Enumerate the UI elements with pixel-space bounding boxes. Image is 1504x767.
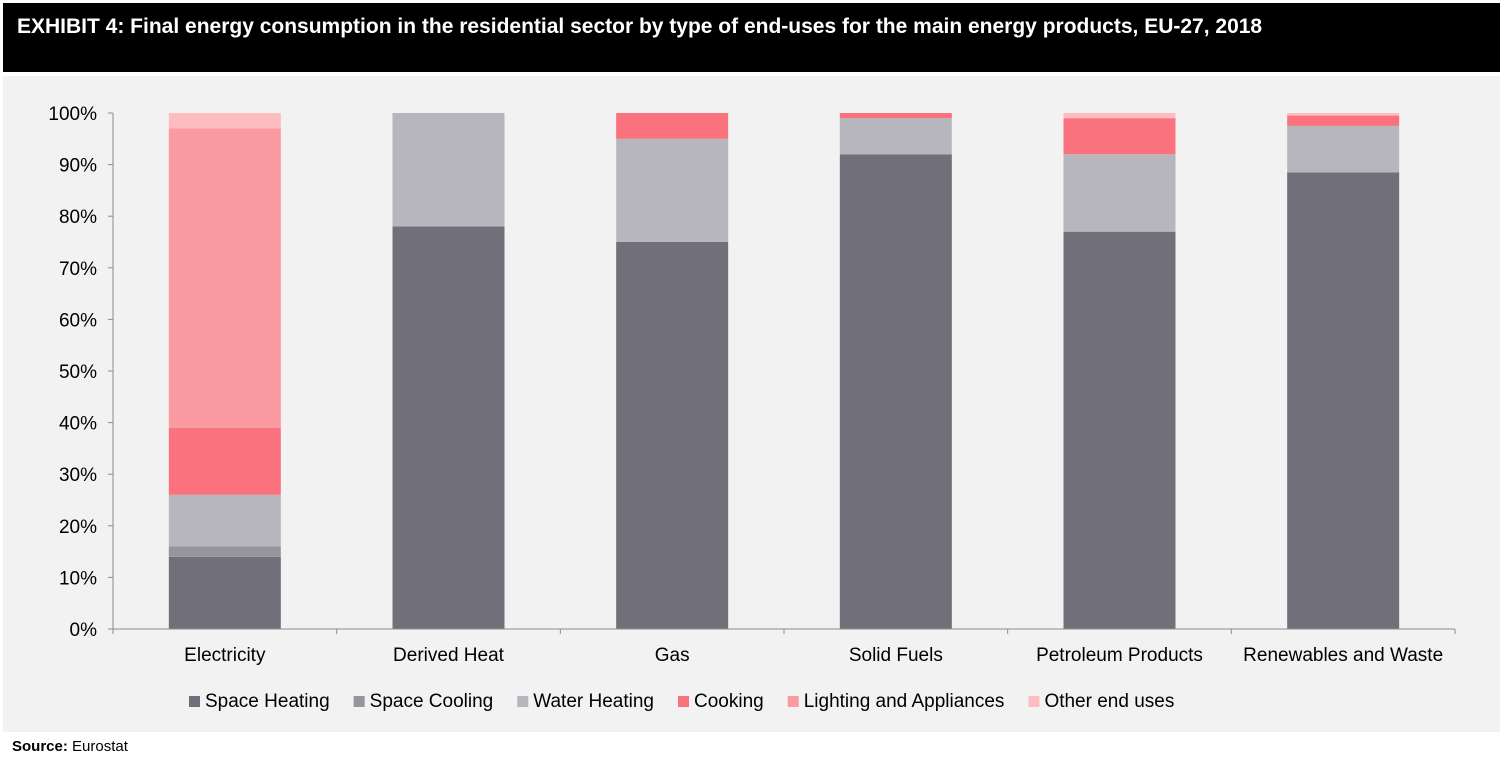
bar-segment-space-heating-renewables-and-waste	[1287, 172, 1400, 629]
legend-item-space-heating: Space Heating	[189, 691, 330, 712]
bar-segment-lighting-and-appliances-electricity	[168, 128, 281, 428]
bar-segment-space-heating-gas	[616, 242, 729, 629]
y-tick-label: 80%	[59, 207, 97, 228]
bar-segment-space-heating-electricity	[168, 556, 281, 629]
bar-segment-cooking-electricity	[168, 427, 281, 495]
bar-segment-water-heating-electricity	[168, 494, 281, 547]
legend-swatch	[353, 696, 365, 707]
bar-segment-space-heating-solid-fuels	[839, 154, 952, 629]
y-tick-label: 60%	[59, 310, 97, 331]
legend-swatch	[787, 696, 799, 707]
x-axis: Electricity Derived Heat Gas Solid Fuels Pet…	[112, 628, 1456, 666]
bar-segment-water-heating-gas	[616, 138, 729, 242]
y-tick-label: 50%	[59, 362, 97, 383]
y-axis: 0% 10% 20% 30% 40% 50% 60% 70% 80% 90% 100%	[48, 104, 114, 641]
source-note: Source: Eurostat	[12, 738, 128, 755]
y-tick-label: 10%	[59, 568, 97, 589]
legend-label: Space Cooling	[370, 691, 494, 712]
bar-segment-water-heating-solid-fuels	[839, 118, 952, 155]
legend-item-water-heating: Water Heating	[517, 691, 654, 712]
legend-swatch	[189, 696, 200, 707]
x-category-label: Derived Heat	[393, 645, 505, 666]
legend: Space Heating Space Cooling Water Heating C…	[189, 691, 1174, 712]
y-tick-label: 40%	[59, 414, 97, 435]
x-category-label: Solid Fuels	[849, 645, 943, 666]
legend-label: Water Heating	[533, 691, 654, 712]
bar-segment-water-heating-derived-heat	[392, 113, 505, 227]
bars-group	[168, 113, 1400, 629]
y-tick-label: 100%	[48, 104, 97, 125]
legend-label: Other end uses	[1044, 691, 1174, 712]
legend-label: Lighting and Appliances	[804, 691, 1005, 712]
bar-segment-other-end-uses-petroleum-products	[1063, 113, 1176, 119]
legend-item-lighting-and-appliances: Lighting and Appliances	[787, 691, 1005, 712]
source-value: Eurostat	[72, 738, 128, 755]
bar-segment-water-heating-renewables-and-waste	[1287, 125, 1400, 173]
bar-segment-space-heating-derived-heat	[392, 226, 505, 629]
y-tick-label: 90%	[59, 156, 97, 177]
y-tick-label: 0%	[70, 620, 98, 641]
x-category-label: Renewables and Waste	[1243, 645, 1443, 666]
bar-segment-cooking-solid-fuels	[839, 113, 952, 119]
x-category-label: Gas	[655, 645, 690, 666]
y-tick-label: 30%	[59, 465, 97, 486]
bar-segment-space-heating-petroleum-products	[1063, 231, 1176, 629]
legend-swatch	[517, 696, 529, 707]
bar-segment-cooking-renewables-and-waste	[1287, 115, 1400, 126]
y-tick-label: 70%	[59, 259, 97, 280]
source-label: Source:	[12, 738, 68, 755]
bar-segment-cooking-gas	[616, 113, 729, 139]
y-tick-label: 20%	[59, 517, 97, 538]
legend-swatch	[678, 696, 689, 707]
legend-swatch	[1028, 696, 1040, 707]
stacked-bar-chart: 0% 10% 20% 30% 40% 50% 60% 70% 80% 90% 100% Electr…	[48, 104, 1456, 712]
legend-item-space-cooling: Space Cooling	[353, 691, 494, 712]
chart-area: 0% 10% 20% 30% 40% 50% 60% 70% 80% 90% 100% Electr…	[3, 76, 1500, 732]
bar-segment-water-heating-petroleum-products	[1063, 154, 1176, 232]
chart-title: EXHIBIT 4: Final energy consumption in t…	[3, 3, 1500, 72]
x-category-label: Petroleum Products	[1036, 645, 1203, 666]
bar-segment-space-cooling-electricity	[168, 546, 281, 557]
legend-label: Cooking	[694, 691, 764, 712]
legend-label: Space Heating	[205, 691, 330, 712]
legend-item-other-end-uses: Other end uses	[1028, 691, 1174, 712]
bar-segment-other-end-uses-electricity	[168, 113, 281, 129]
x-category-label: Electricity	[184, 645, 266, 666]
bar-segment-other-end-uses-renewables-and-waste	[1287, 113, 1400, 116]
bar-segment-cooking-petroleum-products	[1063, 118, 1176, 155]
legend-item-cooking: Cooking	[678, 691, 764, 712]
